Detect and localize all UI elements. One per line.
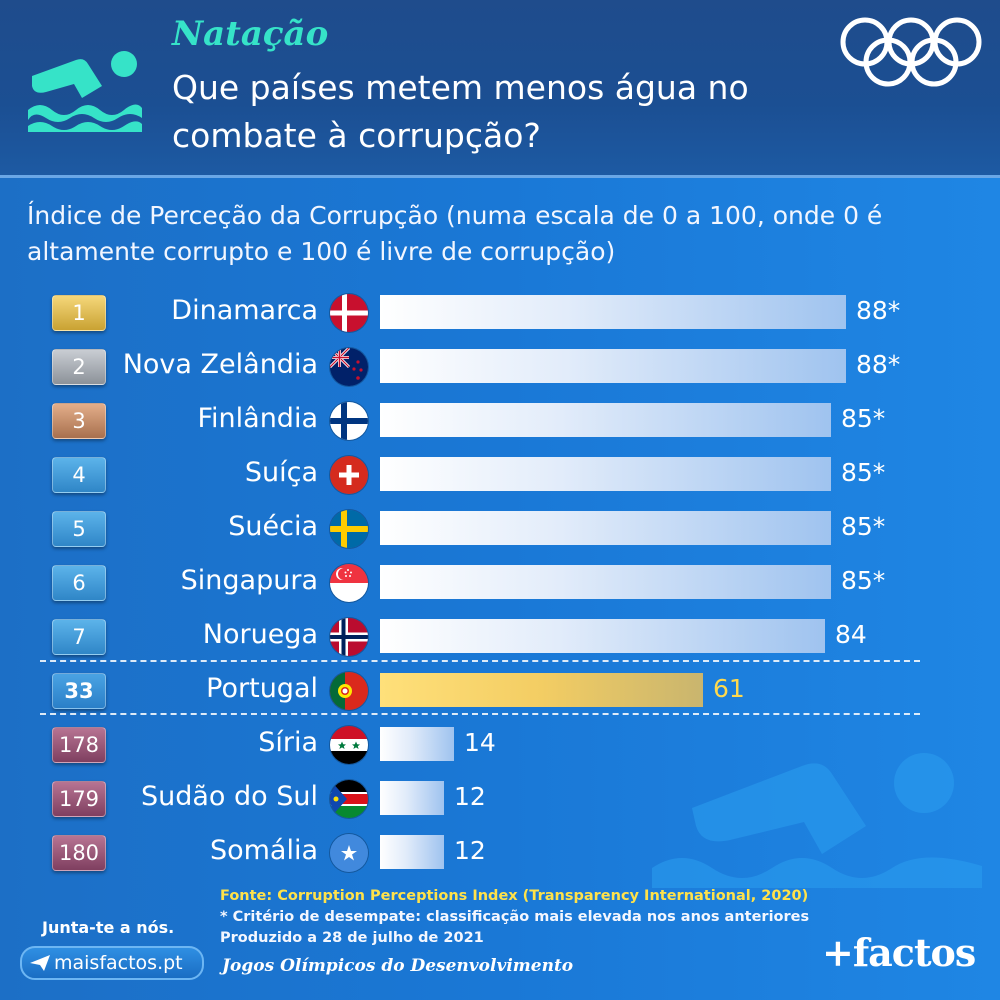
rank-badge: 179 <box>52 781 106 817</box>
chart-row: 7 Noruega 84 <box>0 608 1000 662</box>
value-label: 85* <box>841 458 886 487</box>
value-label: 12 <box>454 782 486 811</box>
country-label: Suíça <box>244 457 318 488</box>
produced-date: Produzido a 28 de julho de 2021 <box>220 930 484 946</box>
chart-row: 1 Dinamarca 88* <box>0 284 1000 338</box>
rank-badge: 33 <box>52 673 106 709</box>
chart-row: 2 Nova Zelândia 88* <box>0 338 1000 392</box>
value-label: 88* <box>856 350 901 379</box>
south-sudan-flag-icon <box>330 780 368 818</box>
country-label: Síria <box>258 727 318 758</box>
chart-subtitle: Índice de Perceção da Corrupção (numa es… <box>27 201 883 266</box>
norway-flag-icon <box>330 618 368 656</box>
country-label: Suécia <box>228 511 318 542</box>
country-label: Singapura <box>180 565 318 596</box>
send-icon <box>30 955 50 971</box>
bar <box>380 565 831 599</box>
syria-flag-icon <box>330 726 368 764</box>
rank-badge: 178 <box>52 727 106 763</box>
country-label: Finlândia <box>197 403 318 434</box>
background-swimmer-icon <box>652 753 982 888</box>
value-label: 84 <box>835 620 867 649</box>
value-label: 14 <box>464 728 496 757</box>
rank-badge: 5 <box>52 511 106 547</box>
chart-row: 6 Singapura 85* <box>0 554 1000 608</box>
bar <box>380 619 825 653</box>
country-label: Portugal <box>206 673 318 704</box>
bar <box>380 673 703 707</box>
page-title: Que países metem menos água no combate à… <box>172 68 749 155</box>
section-kicker: Natação <box>172 14 329 54</box>
chart-row: 180 Somália 12 <box>0 824 1000 878</box>
rank-badge: 3 <box>52 403 106 439</box>
bar <box>380 295 846 329</box>
country-label: Nova Zelândia <box>122 349 318 380</box>
value-label: 61 <box>713 674 745 703</box>
finland-flag-icon <box>330 402 368 440</box>
rank-badge: 4 <box>52 457 106 493</box>
tiebreak-note: * Critério de desempate: classificação m… <box>220 909 810 925</box>
country-label: Noruega <box>202 619 318 650</box>
source-note: Fonte: Corruption Perceptions Index (Tra… <box>220 888 809 904</box>
country-label: Sudão do Sul <box>140 781 318 812</box>
brand-logo: +factos <box>822 930 976 975</box>
sweden-flag-icon <box>330 510 368 548</box>
bar <box>380 457 831 491</box>
somalia-flag-icon <box>330 834 368 872</box>
value-label: 12 <box>454 836 486 865</box>
country-label: Somália <box>209 835 318 866</box>
rank-badge: 180 <box>52 835 106 871</box>
rank-badge: 7 <box>52 619 106 655</box>
denmark-flag-icon <box>330 294 368 332</box>
header-banner: Natação Que países metem menos água no c… <box>0 0 1000 178</box>
rank-badge: 6 <box>52 565 106 601</box>
join-text: Junta-te a nós. <box>42 918 175 937</box>
divider-bottom <box>40 713 920 715</box>
website-link[interactable]: maisfactos.pt <box>20 946 204 980</box>
bar <box>380 781 444 815</box>
chart-row: 4 Suíça 85* <box>0 446 1000 500</box>
bar <box>380 349 846 383</box>
switzerland-flag-icon <box>330 456 368 494</box>
program-name: Jogos Olímpicos do Desenvolvimento <box>222 956 574 976</box>
bar <box>380 835 444 869</box>
bar <box>380 511 831 545</box>
new-zealand-flag-icon <box>330 348 368 386</box>
value-label: 85* <box>841 566 886 595</box>
chart-row: 179 Sudão do Sul 12 <box>0 770 1000 824</box>
chart-row: 178 Síria 14 <box>0 716 1000 770</box>
country-label: Dinamarca <box>171 295 318 326</box>
bar <box>380 727 454 761</box>
singapore-flag-icon <box>330 564 368 602</box>
rank-badge: 1 <box>52 295 106 331</box>
chart-row: 5 Suécia 85* <box>0 500 1000 554</box>
bar <box>380 403 831 437</box>
olympic-rings-icon <box>840 17 982 87</box>
chart-row: 3 Finlândia 85* <box>0 392 1000 446</box>
website-label: maisfactos.pt <box>54 952 183 974</box>
portugal-flag-icon <box>330 672 368 710</box>
divider-top <box>40 660 920 662</box>
value-label: 88* <box>856 296 901 325</box>
chart-row: 33 Portugal 61 <box>0 662 1000 716</box>
value-label: 85* <box>841 512 886 541</box>
value-label: 85* <box>841 404 886 433</box>
swimmer-icon <box>28 51 142 132</box>
rank-badge: 2 <box>52 349 106 385</box>
